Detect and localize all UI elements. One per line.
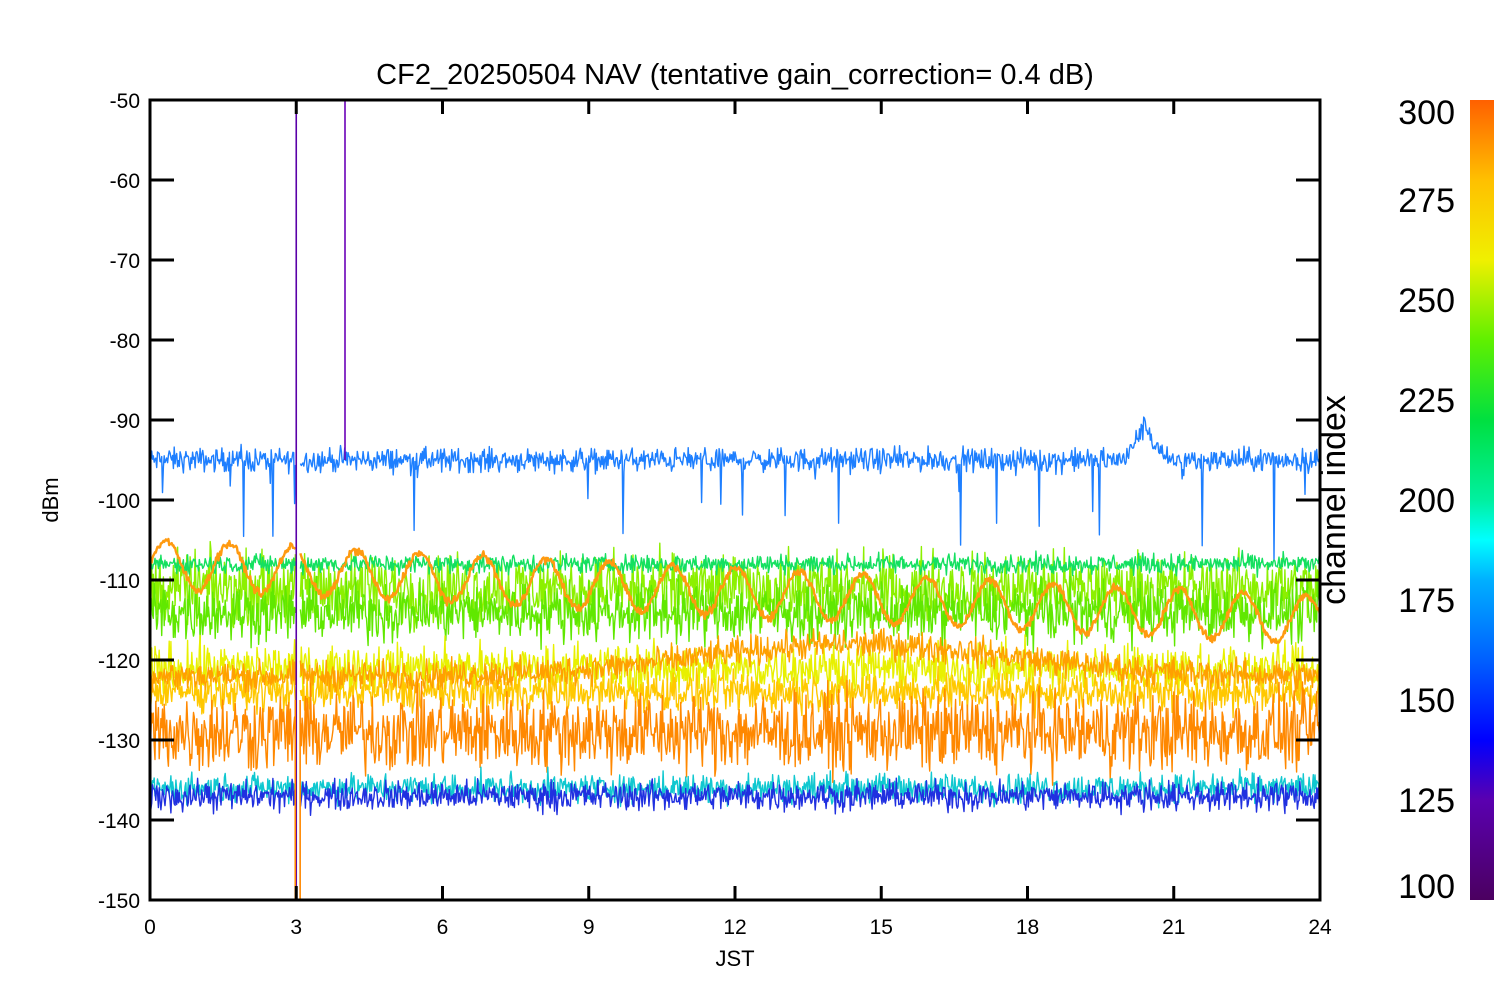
y-tick-label: -150: [98, 890, 140, 913]
y-tick-label: -120: [98, 650, 140, 673]
y-tick-label: -90: [110, 410, 140, 433]
colorbar-tick-label: 275: [1398, 182, 1455, 220]
colorbar-ticks: 300 275 250 225 200 175 150 125 100: [1398, 94, 1455, 906]
colorbar-tick-label: 150: [1398, 682, 1455, 720]
y-tick-label: -100: [98, 490, 140, 513]
colorbar-tick-label: 200: [1398, 482, 1455, 520]
y-axis: -50 -60 -70 -80 -90 -100 -110 -120 -130 -140 -150: [98, 90, 1320, 913]
series-line: [150, 679, 1320, 786]
x-axis-title: JST: [715, 946, 754, 971]
x-tick-label: 12: [723, 916, 746, 939]
colorbar-tick-label: 300: [1398, 94, 1455, 132]
x-tick-label: 3: [290, 916, 302, 939]
colorbar-tick-label: 225: [1398, 382, 1455, 420]
series-line: [150, 627, 1320, 694]
colorbar-tick-label: 125: [1398, 782, 1455, 820]
x-tick-label: 6: [437, 916, 449, 939]
plot-frame: [148, 98, 1322, 902]
x-axis: 0 3 6 9 12 15 18 21 24: [144, 100, 1332, 939]
colorbar-title: channel index: [1315, 395, 1353, 605]
colorbar-tick-label: 175: [1398, 582, 1455, 620]
series-line: [150, 574, 1320, 654]
y-tick-label: -130: [98, 730, 140, 753]
y-axis-title: dBm: [38, 477, 63, 522]
y-tick-label: -110: [100, 570, 140, 593]
y-tick-label: -60: [110, 170, 140, 193]
series-line: [150, 537, 1320, 645]
chart-title: CF2_20250504 NAV (tentative gain_correct…: [376, 59, 1094, 91]
series-line: [150, 416, 1320, 562]
y-tick-label: -50: [110, 90, 140, 113]
colorbar-tick-label: 250: [1398, 282, 1455, 320]
x-tick-label: 0: [144, 916, 156, 939]
x-tick-label: 9: [583, 916, 595, 939]
x-tick-label: 15: [870, 916, 893, 939]
x-tick-label: 21: [1162, 916, 1185, 939]
plot-area: [150, 100, 1320, 900]
series-line: [150, 776, 1320, 816]
x-tick-label: 18: [1016, 916, 1039, 939]
y-tick-label: -70: [110, 250, 140, 273]
y-tick-label: -140: [98, 810, 140, 833]
x-tick-label: 24: [1308, 916, 1332, 939]
series-line: [150, 665, 1320, 719]
colorbar-tick-label: 100: [1398, 868, 1455, 906]
colorbar: [1470, 100, 1494, 900]
y-tick-label: -80: [110, 330, 140, 353]
